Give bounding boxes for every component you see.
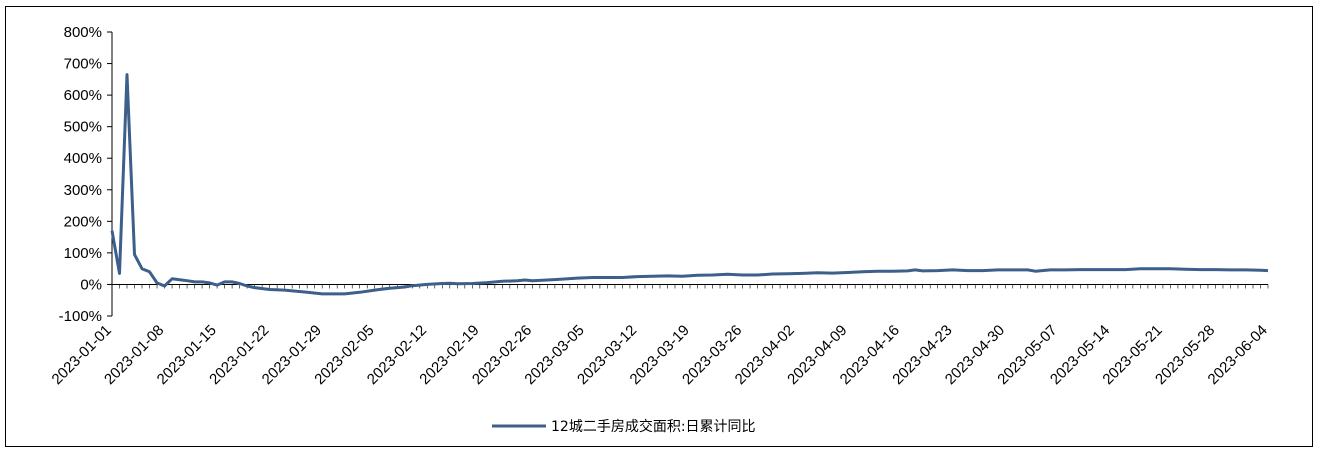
- y-tick-label: 100%: [64, 245, 102, 262]
- y-tick-label: 700%: [64, 56, 102, 73]
- series-group: [110, 73, 1269, 296]
- legend: 12城二手房成交面积:日累计同比: [492, 418, 756, 435]
- y-tick-label: 300%: [64, 182, 102, 199]
- y-tick-label: 500%: [64, 119, 102, 136]
- y-tick-label: 600%: [64, 87, 102, 104]
- y-axis: 800% 700% 600% 500% 400% 300% 200% 100% 0% -100%: [59, 24, 113, 325]
- y-tick-label: 800%: [64, 24, 102, 41]
- series-line: [110, 73, 1269, 296]
- legend-label: 12城二手房成交面积:日累计同比: [551, 418, 756, 435]
- chart-frame: 800% 700% 600% 500% 400% 300% 200% 100% 0% -100% …: [5, 6, 1313, 447]
- x-axis: 2023-01-012023-01-082023-01-152023-01-22…: [49, 283, 1271, 388]
- y-tick-label: 0%: [80, 276, 102, 293]
- line-chart: 800%700%600%500%400%300%200%100%0%-100% …: [49, 24, 1271, 435]
- y-tick-label: -100%: [59, 308, 102, 325]
- y-tick-label: 400%: [64, 150, 102, 167]
- y-tick-label: 200%: [64, 213, 102, 230]
